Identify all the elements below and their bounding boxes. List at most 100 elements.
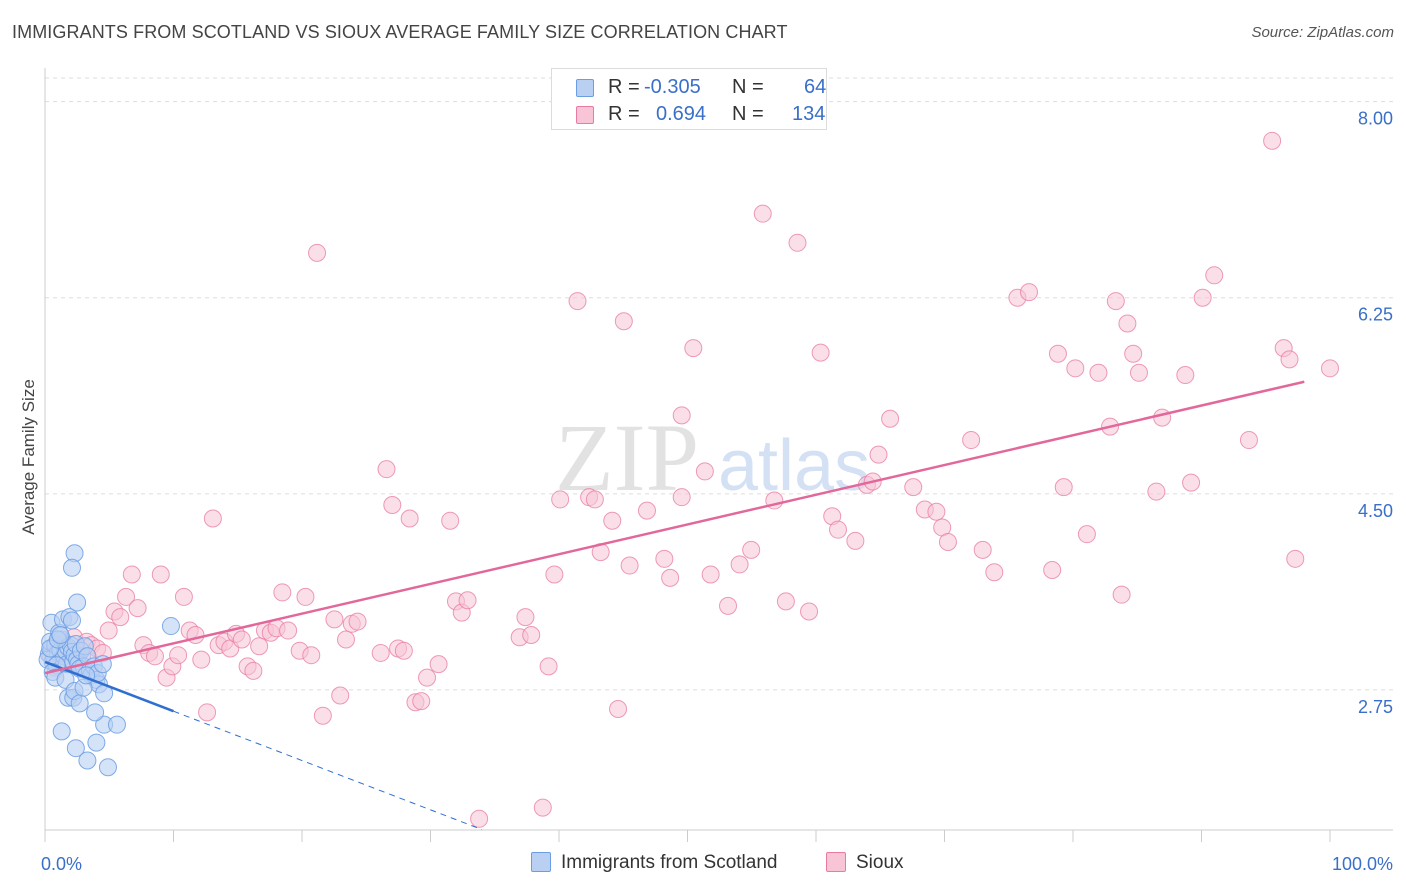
sioux-point bbox=[1048, 344, 1067, 363]
sioux-point bbox=[325, 610, 344, 629]
y-axis-label: Average Family Size bbox=[19, 379, 38, 535]
legend-item-scotland[interactable]: Immigrants from Scotland bbox=[531, 852, 777, 874]
sioux-legend-swatch bbox=[826, 852, 846, 872]
sioux-point bbox=[973, 540, 992, 559]
sioux-point bbox=[545, 565, 564, 584]
sioux-trend-line bbox=[44, 380, 1305, 675]
scotland-legend-swatch bbox=[531, 852, 551, 872]
scotland-point bbox=[70, 694, 89, 713]
sioux-point bbox=[186, 626, 205, 645]
sioux-point bbox=[244, 661, 263, 680]
r-value: -0.305 bbox=[644, 76, 701, 98]
sioux-point bbox=[192, 650, 211, 669]
series-legend: Immigrants from Scotland Sioux bbox=[0, 850, 1406, 880]
sioux-point bbox=[470, 809, 489, 828]
scotland-point bbox=[68, 593, 87, 612]
sioux-point bbox=[441, 511, 460, 530]
sioux-point bbox=[1054, 478, 1073, 497]
sioux-point bbox=[620, 556, 639, 575]
sioux-point bbox=[742, 540, 761, 559]
sioux-point bbox=[1066, 359, 1085, 378]
scotland-swatch bbox=[576, 79, 594, 97]
sioux-point bbox=[1124, 344, 1143, 363]
sioux-point bbox=[614, 312, 633, 331]
sioux-point bbox=[869, 445, 888, 464]
scotland-point bbox=[86, 703, 105, 722]
sioux-point bbox=[371, 643, 390, 662]
sioux-point bbox=[279, 621, 298, 640]
sioux-point bbox=[1263, 131, 1282, 150]
sioux-point bbox=[429, 655, 448, 674]
sioux-point bbox=[609, 699, 628, 718]
sioux-point bbox=[1106, 292, 1125, 311]
sioux-point bbox=[1280, 350, 1299, 369]
sioux-point bbox=[828, 520, 847, 539]
sioux-point bbox=[811, 343, 830, 362]
y-tick-label: 8.00 bbox=[1358, 109, 1393, 129]
scotland-point bbox=[78, 751, 97, 770]
sioux-point bbox=[1020, 283, 1039, 302]
sioux-point bbox=[128, 599, 147, 618]
sioux-point bbox=[672, 406, 691, 425]
scotland-point bbox=[98, 758, 117, 777]
sioux-point bbox=[730, 555, 749, 574]
sioux-point bbox=[1147, 482, 1166, 501]
sioux-point bbox=[1239, 431, 1258, 450]
scotland-trend-extension bbox=[173, 710, 483, 831]
sioux-point bbox=[336, 630, 355, 649]
sioux-point bbox=[655, 549, 674, 568]
sioux-point bbox=[99, 621, 118, 640]
sioux-point bbox=[313, 706, 332, 725]
sioux-point bbox=[661, 568, 680, 587]
sioux-point bbox=[533, 798, 552, 817]
sioux-point bbox=[302, 646, 321, 665]
axes bbox=[44, 68, 1393, 842]
scotland-point bbox=[51, 626, 70, 645]
sioux-point bbox=[800, 602, 819, 621]
sioux-point bbox=[232, 630, 251, 649]
sioux-point bbox=[1193, 288, 1212, 307]
sioux-point bbox=[400, 509, 419, 528]
sioux-point bbox=[603, 511, 622, 530]
sioux-point bbox=[1286, 549, 1305, 568]
sioux-point bbox=[117, 587, 136, 606]
sioux-point bbox=[551, 490, 570, 509]
sioux-point bbox=[846, 531, 865, 550]
legend-item-sioux[interactable]: Sioux bbox=[826, 852, 904, 874]
scotland-points bbox=[38, 544, 180, 777]
scotland-point bbox=[62, 558, 81, 577]
sioux-point bbox=[198, 703, 217, 722]
sioux-point bbox=[568, 292, 587, 311]
sioux-point bbox=[418, 668, 437, 687]
scotland-point bbox=[87, 733, 106, 752]
scotland-point bbox=[52, 722, 71, 741]
sioux-point bbox=[522, 626, 541, 645]
chart-title: IMMIGRANTS FROM SCOTLAND VS SIOUX AVERAG… bbox=[12, 22, 788, 42]
legend-label-sioux: Sioux bbox=[856, 852, 904, 873]
sioux-point bbox=[927, 502, 946, 521]
sioux-point bbox=[539, 657, 558, 676]
sioux-points bbox=[41, 131, 1339, 828]
sioux-point bbox=[458, 591, 477, 610]
sioux-point bbox=[1176, 366, 1195, 385]
sioux-point bbox=[151, 565, 170, 584]
scotland-point bbox=[62, 611, 81, 630]
tick-labels: 2.75 4.50 6.25 8.00 0.0% 100.0% bbox=[41, 109, 1393, 874]
sioux-point bbox=[1077, 525, 1096, 544]
sioux-point bbox=[1129, 363, 1148, 382]
sioux-point bbox=[881, 409, 900, 428]
sioux-point bbox=[111, 608, 130, 627]
sioux-point bbox=[383, 496, 402, 515]
x-tick-label: 0.0% bbox=[41, 854, 82, 874]
sioux-point bbox=[296, 587, 315, 606]
scotland-point bbox=[107, 715, 126, 734]
sioux-point bbox=[169, 646, 188, 665]
sioux-point bbox=[394, 641, 413, 660]
n-label: N = bbox=[732, 103, 764, 125]
sioux-point bbox=[788, 233, 807, 252]
sioux-point bbox=[904, 478, 923, 497]
sioux-point bbox=[250, 637, 269, 656]
n-value: 134 bbox=[792, 103, 826, 125]
sioux-point bbox=[695, 462, 714, 481]
